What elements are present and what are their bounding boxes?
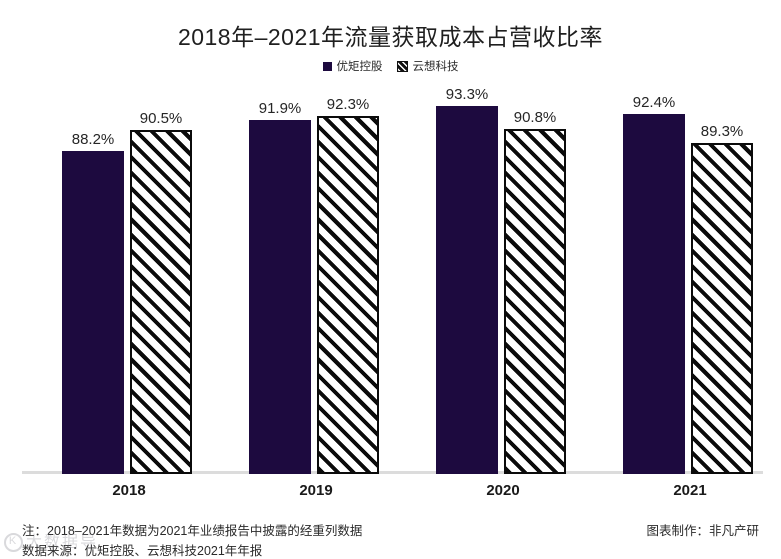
bar-2019-series-b[interactable] <box>317 116 379 474</box>
bar-value-label: 91.9% <box>258 100 302 117</box>
footnote-source: 数据来源：优矩控股、云想科技2021年年报 <box>22 544 263 558</box>
bar-2020-series-a[interactable] <box>436 106 498 474</box>
bar-2018-series-b[interactable] <box>130 130 192 474</box>
bar-value-label: 90.5% <box>139 110 183 127</box>
hatched-square-icon <box>396 60 408 72</box>
legend-item-series-b[interactable]: 云想科技 <box>396 58 459 74</box>
legend-label-series-a: 优矩控股 <box>336 61 383 73</box>
chart-legend: 优矩控股 云想科技 <box>0 58 781 74</box>
legend-label-series-b: 云想科技 <box>412 61 459 73</box>
bar-2019-series-a[interactable] <box>249 120 311 474</box>
x-tick-2020: 2020 <box>486 482 520 499</box>
footnote-note: 注：2018–2021年数据为2021年业绩报告中披露的经重列数据 <box>22 524 363 538</box>
legend-item-series-a[interactable]: 优矩控股 <box>322 58 383 74</box>
x-tick-2019: 2019 <box>299 482 333 499</box>
bar-group-2021: 92.4% 89.3% <box>623 90 757 474</box>
bar-2021-series-a[interactable] <box>623 114 685 474</box>
solid-square-icon <box>322 61 332 71</box>
bar-value-label: 93.3% <box>445 86 489 103</box>
bar-value-label: 92.4% <box>632 94 676 111</box>
x-tick-2021: 2021 <box>673 482 707 499</box>
bar-group-2019: 91.9% 92.3% <box>249 90 383 474</box>
bar-value-label: 90.8% <box>513 109 557 126</box>
bar-value-label: 92.3% <box>326 96 370 113</box>
bar-2020-series-b[interactable] <box>504 129 566 474</box>
x-tick-2018: 2018 <box>112 482 146 499</box>
x-axis-line <box>22 471 763 474</box>
footnote-credit: 图表制作：非凡产研 <box>646 524 759 538</box>
bar-2018-series-a[interactable] <box>62 151 124 474</box>
bar-group-2018: 88.2% 90.5% <box>62 90 196 474</box>
bar-group-2020: 93.3% 90.8% <box>436 86 570 474</box>
bar-2021-series-b[interactable] <box>691 143 753 474</box>
chart-title: 2018年–2021年流量获取成本占营收比率 <box>177 24 604 50</box>
chart-footer: 注：2018–2021年数据为2021年业绩报告中披露的经重列数据 数据来源：优… <box>0 518 781 558</box>
plot-area: 88.2% 90.5% 91.9% 92.3% 93.3% <box>0 86 781 474</box>
bar-value-label: 89.3% <box>700 123 744 140</box>
x-axis-tick-labels: 2018 2019 2020 2021 <box>0 482 781 506</box>
bar-value-label: 88.2% <box>71 131 115 148</box>
